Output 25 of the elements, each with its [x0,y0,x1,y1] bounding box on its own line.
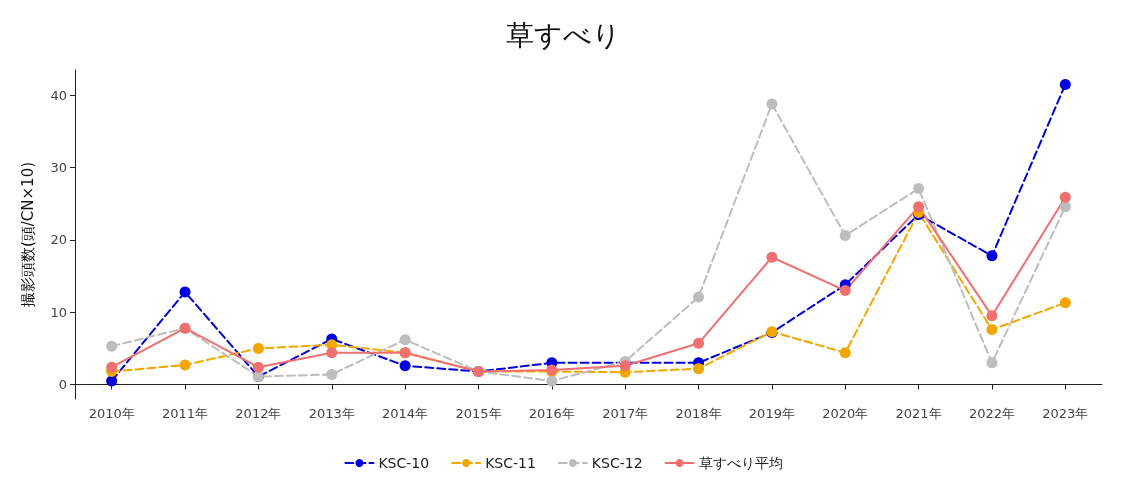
legend-label: KSC-11 [485,455,536,471]
x-tick-label: 2013年 [308,406,355,421]
x-tick-label: 2018年 [675,406,722,421]
x-tick-label: 2021年 [895,406,942,421]
y-tick-label: 30 [50,160,67,176]
y-tick-label: 20 [50,232,67,248]
legend-label: 草すべり平均 [698,455,783,471]
x-tick-label: 2010年 [88,406,135,421]
legend-label: KSC-12 [591,455,643,471]
y-tick-label: 0 [58,377,67,393]
x-tick-label: 2016年 [528,406,575,421]
x-tick-label: 2019年 [748,406,795,421]
x-tick-label: 2023年 [1042,406,1089,421]
x-tick-label: 2020年 [822,406,869,421]
chart-title: 草すべり [506,18,621,52]
legend-label: KSC-10 [378,455,430,471]
y-tick-label: 10 [50,304,67,320]
y-axis-title: 撮影頭数(頭/CN×10) [18,161,37,308]
x-tick-label: 2014年 [382,406,429,421]
y-tick-label: 40 [50,87,67,103]
x-tick-label: 2011年 [161,406,209,421]
x-tick-label: 2022年 [968,406,1016,421]
x-tick-label: 2015年 [455,406,502,421]
x-tick-label: 2012年 [235,406,282,421]
x-tick-label: 2017年 [602,406,649,421]
